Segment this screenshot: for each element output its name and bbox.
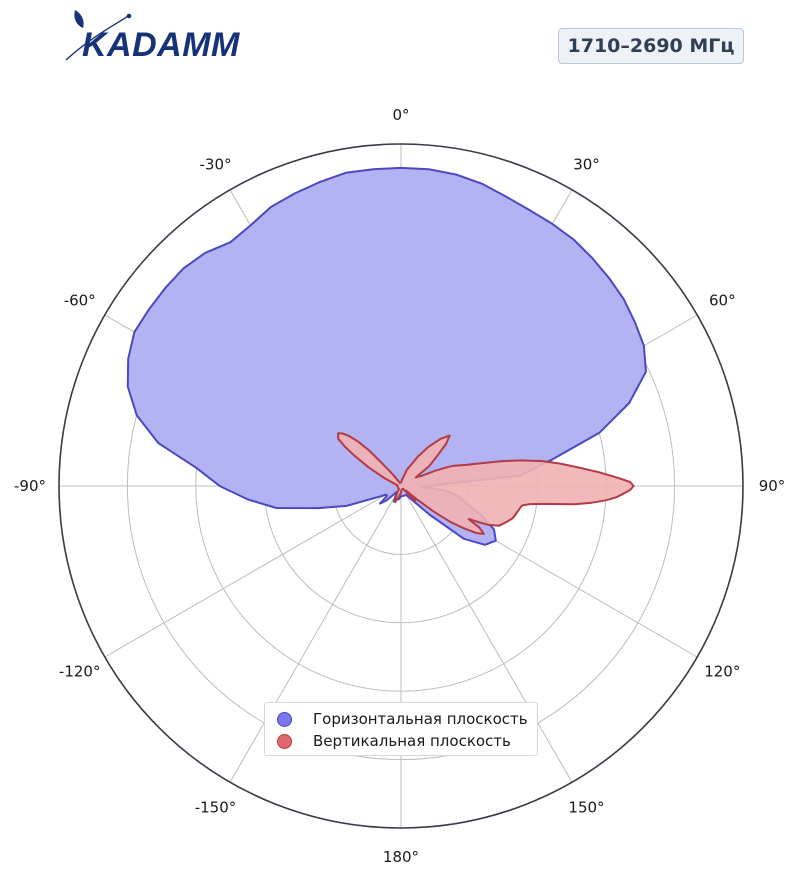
legend-item-horizontal: Горизонтальная плоскость: [277, 708, 537, 730]
legend-swatch-horizontal: [277, 711, 292, 727]
logo-swoosh: [65, 15, 129, 61]
kadamm-logo: KADAMM: [65, 10, 240, 64]
angle-tick-label: 150°: [568, 798, 604, 816]
logo-leaf: [74, 10, 84, 28]
legend-label-horizontal: Горизонтальная плоскость: [313, 710, 528, 728]
angle-tick-label: -120°: [59, 663, 101, 681]
angle-tick-label: -30°: [200, 156, 232, 174]
angle-tick-label: 0°: [392, 106, 409, 124]
angle-tick-label: -60°: [64, 292, 96, 310]
polar-frame: [58, 143, 744, 829]
angle-gridline-7: [229, 485, 402, 783]
legend: Горизонтальная плоскость Вертикальная пл…: [264, 702, 538, 756]
frequency-band-badge: 1710–2690 МГц: [558, 28, 744, 64]
angle-tick-label: -150°: [195, 798, 237, 816]
angle-tick-label: 180°: [383, 848, 419, 866]
series-layer: [126, 166, 647, 546]
legend-label-vertical: Вертикальная плоскость: [313, 732, 511, 750]
logo-swoosh-dot: [126, 13, 132, 19]
angle-gridline-5: [400, 485, 573, 783]
angle-gridline-8: [104, 485, 402, 658]
polar-outer-frame: [58, 143, 744, 829]
logo-text: KADAMM: [82, 26, 240, 64]
angle-tick-labels: 0° 30° 60° 90° 120° 150° 180° -150° -120° -90° -60…: [14, 106, 785, 866]
legend-swatch-vertical: [277, 733, 292, 749]
angle-tick-label: 60°: [709, 292, 736, 310]
angle-tick-label: 30°: [573, 156, 600, 174]
angle-tick-label: 90°: [759, 477, 786, 495]
series-horizontal-pattern: [126, 166, 647, 546]
legend-item-vertical: Вертикальная плоскость: [277, 730, 537, 752]
angle-tick-label: 120°: [704, 663, 740, 681]
angle-tick-label: -90°: [14, 477, 46, 495]
series-vertical-pattern: [337, 432, 635, 535]
